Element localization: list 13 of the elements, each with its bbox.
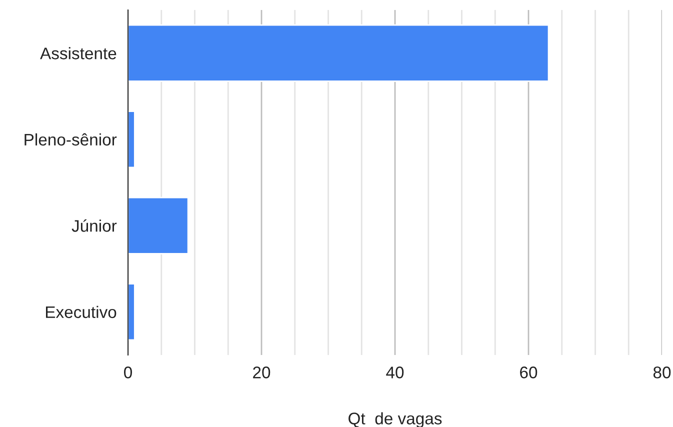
- y-tick-label: Assistente: [40, 47, 116, 60]
- x-tick-label: 40: [386, 366, 404, 378]
- x-tick-label: 80: [653, 366, 671, 378]
- y-tick-label: Executivo: [46, 306, 116, 318]
- x-tick-label: 60: [520, 366, 538, 378]
- x-tick-label: 0: [124, 366, 132, 378]
- bar: [128, 24, 550, 82]
- bar: [128, 110, 136, 168]
- bar: [128, 196, 189, 254]
- bar: [128, 283, 136, 341]
- x-tick-label: 20: [253, 366, 270, 378]
- y-tick-label: Pleno-sênior: [24, 133, 117, 146]
- y-tick-label: Júnior: [72, 219, 117, 232]
